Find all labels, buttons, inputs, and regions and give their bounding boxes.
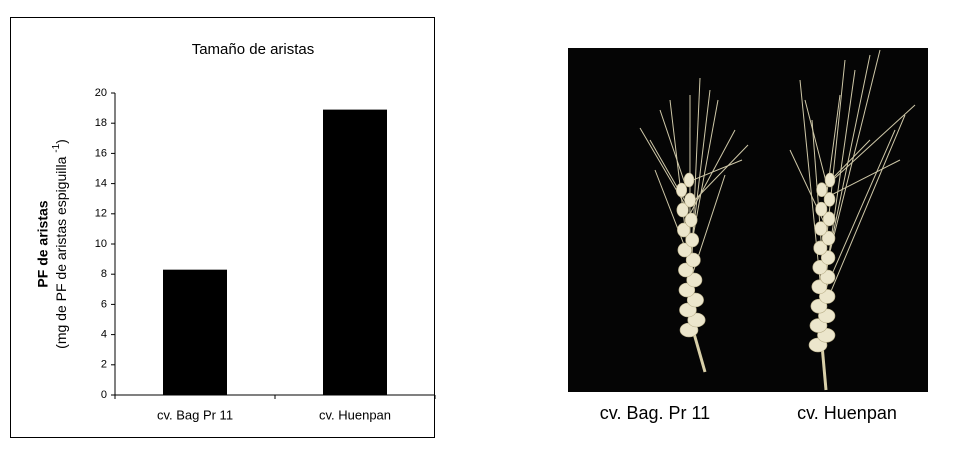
y-axis-title: PF de aristas [35, 200, 51, 287]
y-tick-label: 12 [95, 208, 107, 220]
spikelet [817, 183, 827, 197]
bar [163, 270, 227, 395]
y-tick-label: 2 [101, 359, 107, 371]
y-axis-units: (mg de PF de aristas espiguilla -1) [51, 139, 69, 349]
spikelet [685, 193, 696, 207]
chart-title: Tamaño de aristas [192, 41, 315, 58]
y-tick-label: 6 [101, 298, 107, 310]
y-tick-label: 0 [101, 389, 107, 401]
y-tick-label: 8 [101, 268, 107, 280]
y-tick-label: 20 [95, 87, 107, 99]
bar [323, 110, 387, 395]
photo-caption: cv. Bag. Pr 11 [600, 403, 710, 423]
y-units-close: ) [53, 139, 69, 144]
y-units-text: (mg de PF de aristas espiguilla [53, 156, 69, 348]
y-tick-label: 4 [101, 329, 107, 341]
spikelet [825, 173, 835, 187]
y-tick-label: 18 [95, 117, 107, 129]
x-tick-label: cv. Huenpan [319, 407, 391, 422]
spikelet [684, 173, 694, 187]
y-tick-label: 14 [95, 178, 107, 190]
photo-caption: cv. Huenpan [797, 403, 897, 423]
y-tick-label: 16 [95, 147, 107, 159]
photo [568, 48, 928, 392]
page: Tamaño de aristas PF de aristas (mg de P… [0, 0, 955, 446]
x-tick-label: cv. Bag Pr 11 [157, 407, 233, 422]
spikelet [676, 183, 686, 197]
y-tick-label: 10 [95, 238, 107, 250]
